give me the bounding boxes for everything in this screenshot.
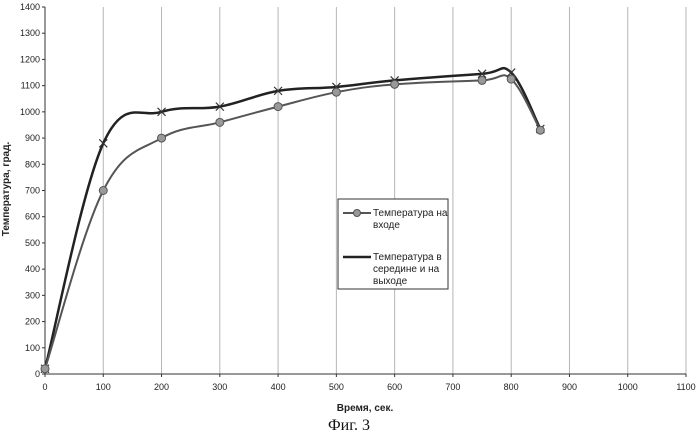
legend-label-middle-2: середине и на (373, 264, 440, 275)
x-tick-label: 0 (42, 382, 47, 392)
y-tick-label: 700 (25, 186, 40, 196)
y-tick-label: 1200 (20, 54, 40, 64)
y-tick-label: 500 (25, 238, 40, 248)
point-inlet (332, 88, 340, 96)
x-tick-label: 900 (562, 382, 577, 392)
series-line-1 (45, 68, 540, 369)
y-axis-title: Температура, град. (1, 142, 12, 237)
y-tick-label: 1000 (20, 107, 40, 117)
x-tick-label: 100 (96, 382, 111, 392)
y-tick-label: 1400 (20, 2, 40, 12)
figure-caption: Фиг. 3 (328, 417, 370, 434)
y-tick-label: 1300 (20, 28, 40, 38)
y-tick-label: 600 (25, 212, 40, 222)
point-inlet (274, 103, 282, 111)
y-tick-label: 400 (25, 264, 40, 274)
y-tick-label: 900 (25, 133, 40, 143)
legend-label-inlet-2: входе (373, 220, 400, 231)
legend-label-inlet-1: Температура на (373, 208, 448, 219)
point-inlet (478, 76, 486, 84)
point-inlet (216, 118, 224, 126)
point-inlet (158, 134, 166, 142)
x-tick-label: 200 (154, 382, 169, 392)
x-tick-label: 700 (445, 382, 460, 392)
point-inlet (536, 126, 544, 134)
x-tick-labels: 0 100 200 300 400 500 600 700 800 900 1000 1100 (42, 382, 695, 392)
point-inlet (507, 75, 515, 83)
grid (103, 7, 686, 374)
y-tick-label: 100 (25, 343, 40, 353)
legend-label-middle-3: выходе (373, 276, 408, 287)
point-inlet (391, 80, 399, 88)
y-tick-label: 200 (25, 317, 40, 327)
y-tick-label: 0 (35, 369, 40, 379)
x-tick-label: 600 (387, 382, 402, 392)
point-inlet (99, 187, 107, 195)
axes (42, 7, 686, 377)
series-layer (41, 68, 544, 373)
x-axis-title: Время, сек. (337, 403, 394, 414)
x-tick-label: 1000 (618, 382, 638, 392)
y-tick-label: 800 (25, 159, 40, 169)
legend-marker-inlet (354, 210, 361, 217)
x-tick-label: 500 (329, 382, 344, 392)
y-tick-label: 300 (25, 290, 40, 300)
y-tick-labels: 0 100 200 300 400 500 600 700 800 900 1000 1100 1200… (20, 2, 40, 379)
legend: Температура на входе Температура в серед… (338, 199, 448, 289)
legend-label-middle-1: Температура в (373, 252, 442, 263)
y-tick-label: 1100 (21, 81, 40, 91)
x-tick-label: 400 (271, 382, 286, 392)
point-inlet (41, 365, 49, 373)
x-tick-label: 800 (504, 382, 519, 392)
x-tick-label: 300 (212, 382, 227, 392)
x-tick-label: 1100 (676, 382, 695, 392)
